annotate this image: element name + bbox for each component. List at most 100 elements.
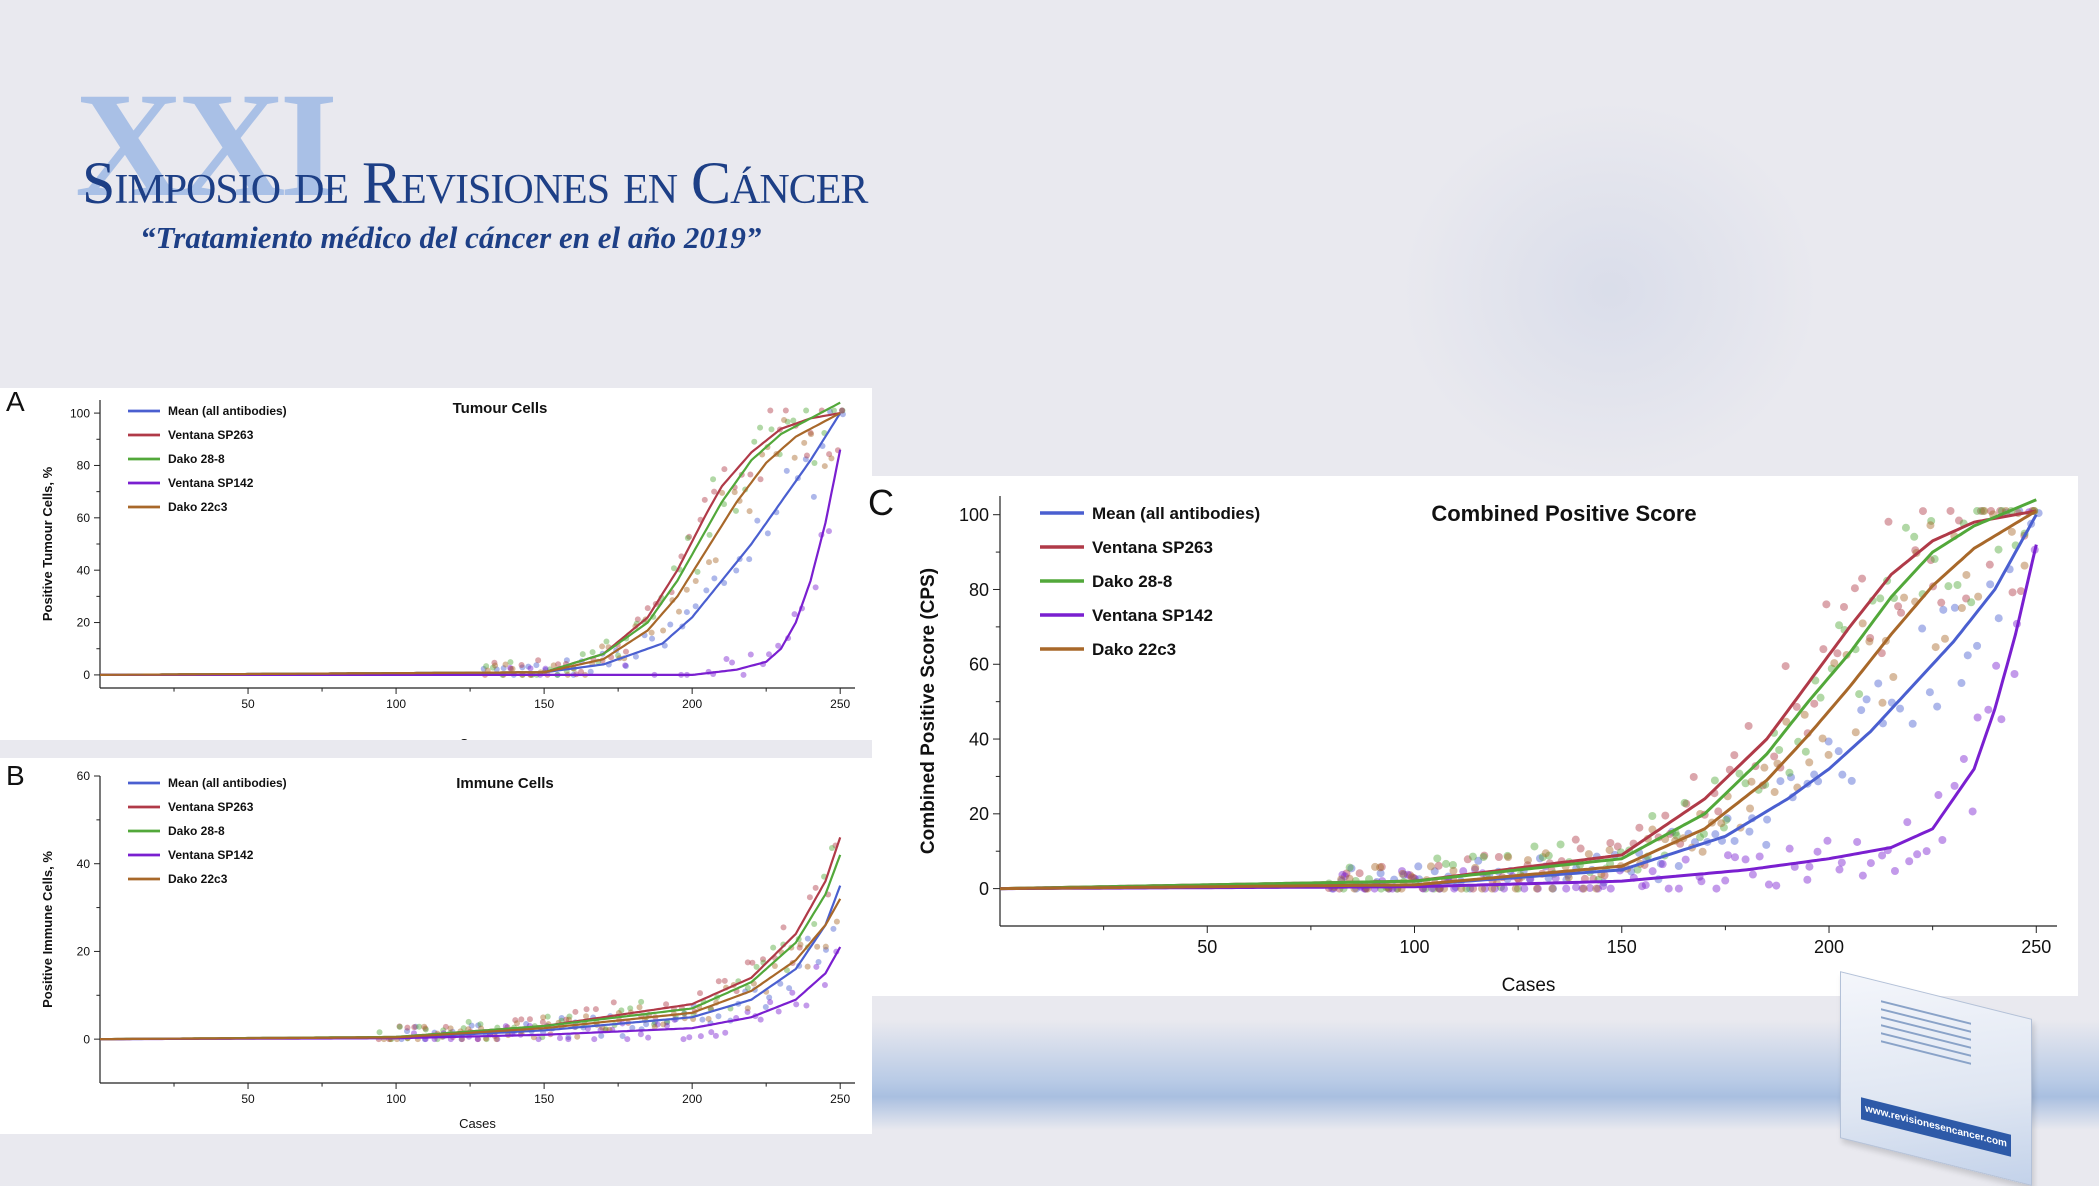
scatter-point-ventana-sp142: [821, 981, 828, 988]
scatter-point-ventana-sp142: [1340, 872, 1349, 881]
scatter-point-mean: [519, 664, 526, 671]
scatter-point-ventana-sp142: [1520, 884, 1529, 893]
scatter-point-dako-28-8: [1973, 506, 1982, 515]
scatter-point-ventana-sp263: [404, 1024, 411, 1031]
legend-label-ventana-sp263: Ventana SP263: [168, 428, 254, 442]
y-tick-label: 80: [77, 459, 91, 473]
scatter-point-mean: [703, 587, 710, 594]
panel-letter-a: A: [6, 386, 25, 417]
scatter-point-dako-28-8: [507, 659, 514, 666]
x-tick-label: 250: [830, 1092, 850, 1106]
scatter-point-ventana-sp142: [813, 963, 820, 970]
scatter-point-dako-22c3: [1398, 869, 1407, 878]
scatter-point-ventana-sp142: [502, 1023, 509, 1030]
scatter-point-dako-22c3: [421, 1023, 428, 1030]
scatter-point-dako-28-8: [396, 1023, 403, 1030]
scatter-point-mean: [764, 530, 771, 537]
scatter-point-dako-22c3: [660, 627, 667, 634]
scatter-point-ventana-sp142: [1638, 882, 1647, 891]
scatter-point-mean: [663, 1019, 670, 1026]
scatter-point-ventana-sp142: [1338, 870, 1347, 879]
x-tick-label: 50: [241, 1092, 255, 1106]
scatter-point-ventana-sp142: [565, 1036, 572, 1043]
scatter-point-ventana-sp142: [1674, 884, 1683, 893]
scatter-point-ventana-sp263: [1770, 752, 1779, 761]
y-tick-label: 40: [77, 857, 91, 871]
scatter-point-mean: [830, 925, 837, 932]
scatter-point-dako-28-8: [803, 407, 810, 414]
scatter-point-dako-28-8: [828, 844, 835, 851]
scatter-point-ventana-sp142: [1697, 877, 1706, 886]
scatter-point-mean: [802, 456, 809, 463]
scatter-point-ventana-sp142: [663, 1022, 670, 1029]
scatter-point-mean: [692, 603, 699, 610]
scatter-point-ventana-sp263: [2008, 588, 2017, 597]
scatter-point-mean: [746, 556, 753, 563]
scatter-point-ventana-sp263: [1976, 506, 1985, 515]
scatter-point-mean: [563, 657, 570, 664]
scatter-point-ventana-sp142: [1903, 818, 1912, 827]
scatter-point-mean: [412, 1023, 419, 1030]
scatter-point-dako-22c3: [514, 1020, 521, 1027]
scatter-point-mean: [493, 666, 500, 673]
scatter-point-ventana-sp142: [1858, 871, 1867, 880]
scatter-point-dako-22c3: [550, 662, 557, 669]
x-tick-label: 150: [534, 1092, 554, 1106]
scatter-point-dako-22c3: [1818, 734, 1827, 743]
scatter-point-ventana-sp263: [1884, 517, 1893, 526]
scatter-point-mean: [777, 980, 784, 987]
scatter-point-mean: [1994, 614, 2003, 623]
chart-panel-a: 50 100 150 200 250 0 20 40 60 80 100 Cases Positive …: [0, 388, 872, 740]
scatter-point-ventana-sp263: [1839, 602, 1848, 611]
scatter-point-dako-28-8: [1433, 854, 1442, 863]
scatter-point-dako-22c3: [1504, 853, 1513, 862]
scatter-point-ventana-sp142: [1813, 847, 1822, 856]
scatter-point-dako-28-8: [839, 407, 846, 414]
scatter-point-ventana-sp142: [1681, 855, 1690, 864]
scatter-point-dako-22c3: [2020, 561, 2029, 570]
scatter-point-dako-22c3: [1980, 506, 1989, 515]
scatter-point-dako-22c3: [804, 963, 811, 970]
scatter-point-dako-28-8: [1978, 506, 1987, 515]
scatter-point-ventana-sp142: [1938, 835, 1947, 844]
scatter-point-ventana-sp263: [1810, 699, 1819, 708]
scatter-point-dako-22c3: [447, 1025, 454, 1032]
scatter-point-ventana-sp142: [645, 1034, 652, 1041]
scatter-point-ventana-sp263: [396, 1023, 403, 1030]
immune-cells-chart: 50 100 150 200 250 0 20 40 60 Cases Positive Immun…: [40, 769, 855, 1131]
scatter-point-dako-28-8: [615, 652, 622, 659]
symposium-header: XXI Simposio de Revisiones en Cáncer “Tr…: [75, 70, 875, 270]
scatter-point-ventana-sp263: [634, 616, 641, 623]
legend-label-mean: Mean (all antibodies): [168, 404, 287, 418]
scatter-point-mean: [1776, 777, 1785, 786]
scatter-point-ventana-sp142: [654, 1021, 661, 1028]
scatter-point-dako-22c3: [2007, 527, 2016, 536]
scatter-point-dako-28-8: [1556, 840, 1565, 849]
scatter-point-ventana-sp142: [775, 642, 782, 649]
scatter-point-dako-28-8: [1530, 842, 1539, 851]
scatter-point-mean: [699, 1016, 706, 1023]
scatter-point-dako-22c3: [1541, 849, 1550, 858]
scatter-point-mean: [500, 665, 507, 672]
scatter-point-dako-22c3: [1957, 604, 1966, 613]
scatter-point-dako-28-8: [1633, 865, 1642, 874]
scatter-point-ventana-sp263: [1342, 869, 1351, 878]
series-line-dako-22c3: [100, 412, 841, 676]
scatter-point-dako-22c3: [540, 1014, 547, 1021]
scatter-point-dako-28-8: [1680, 798, 1689, 807]
x-tick-label: 100: [1399, 937, 1429, 957]
scatter-point-dako-28-8: [416, 1023, 423, 1030]
scatter-point-ventana-sp142: [1658, 860, 1667, 869]
scatter-point-ventana-sp263: [610, 999, 617, 1006]
tumour-cells-chart: 50 100 150 200 250 0 20 40 60 80 100 Cases Positive …: [40, 400, 855, 740]
scatter-point-mean: [533, 662, 540, 669]
scatter-point-ventana-sp263: [760, 956, 767, 963]
y-tick-label: 40: [77, 563, 91, 577]
scatter-point-mean: [619, 1032, 626, 1039]
scatter-point-dako-28-8: [757, 424, 764, 431]
scatter-point-ventana-sp142: [1803, 875, 1812, 884]
scatter-point-dako-28-8: [1719, 823, 1728, 832]
scatter-point-ventana-sp263: [1962, 594, 1971, 603]
scatter-point-mean: [1723, 814, 1732, 823]
scatter-point-dako-22c3: [1698, 847, 1707, 856]
